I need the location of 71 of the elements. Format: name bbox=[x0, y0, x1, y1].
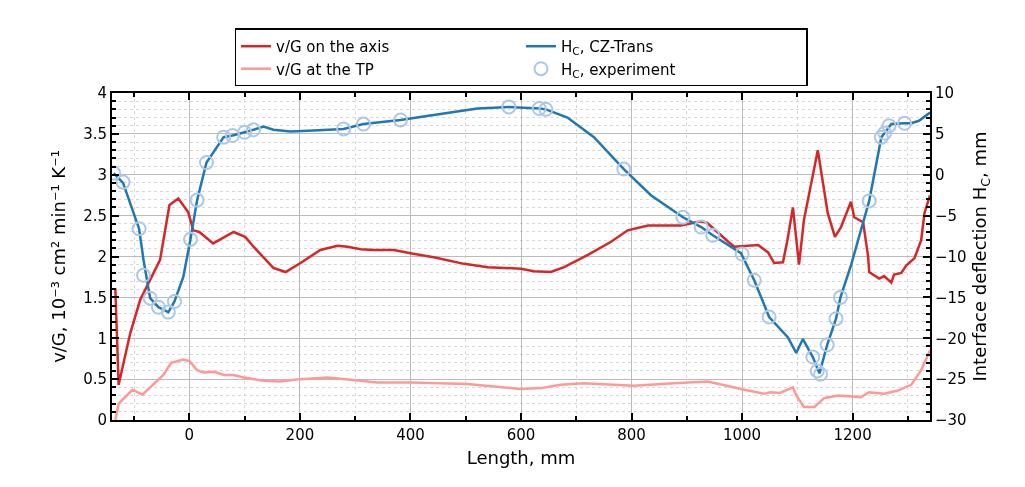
y-axis-title: v/G, 10⁻³ cm² min⁻¹ K⁻¹ bbox=[48, 150, 69, 363]
point bbox=[693, 219, 709, 235]
y-tick-label: 0 bbox=[97, 411, 107, 430]
point bbox=[199, 154, 215, 170]
x-tick-label: 800 bbox=[617, 426, 646, 444]
legend-label: H$_{C}$, experiment bbox=[561, 60, 676, 80]
point bbox=[150, 299, 166, 315]
x-tick-label: 1200 bbox=[833, 426, 872, 444]
point bbox=[861, 193, 877, 209]
point bbox=[705, 227, 721, 243]
point bbox=[131, 221, 147, 237]
point bbox=[832, 289, 848, 305]
point bbox=[355, 116, 371, 132]
point bbox=[189, 192, 205, 208]
point bbox=[761, 309, 777, 325]
point bbox=[897, 115, 913, 131]
y2-tick-label: 5 bbox=[935, 125, 945, 144]
x-tick-label: 0 bbox=[184, 426, 195, 444]
x-tick-label: 600 bbox=[506, 426, 536, 444]
line-series bbox=[114, 148, 930, 387]
point bbox=[809, 363, 825, 379]
legend-label: v/G on the axis bbox=[276, 38, 390, 57]
point bbox=[538, 101, 554, 117]
point bbox=[160, 304, 176, 320]
line-series bbox=[114, 349, 930, 420]
y-tick-label: 4 bbox=[97, 84, 107, 103]
point bbox=[675, 209, 691, 225]
point bbox=[246, 122, 261, 138]
x-tick-label: 200 bbox=[285, 426, 315, 444]
x-tick-label: 1000 bbox=[722, 426, 762, 444]
point bbox=[216, 129, 232, 145]
y-tick-label: 1 bbox=[97, 329, 107, 348]
point bbox=[734, 246, 750, 262]
y2-tick-label: −20 bbox=[935, 329, 967, 348]
point bbox=[336, 121, 352, 137]
point bbox=[225, 128, 240, 143]
point bbox=[501, 99, 517, 115]
point bbox=[142, 290, 158, 306]
y-tick-label: 0.5 bbox=[83, 370, 107, 389]
point bbox=[115, 174, 131, 190]
y2-tick-label: 10 bbox=[935, 84, 955, 103]
point bbox=[828, 311, 844, 327]
point bbox=[881, 118, 897, 134]
y-tick-label: 2 bbox=[97, 247, 107, 266]
point bbox=[531, 101, 547, 117]
point bbox=[136, 267, 151, 283]
point bbox=[877, 125, 893, 141]
point bbox=[873, 129, 889, 145]
point bbox=[166, 293, 182, 309]
point bbox=[813, 366, 829, 382]
y2-tick-label: −25 bbox=[935, 370, 967, 389]
point bbox=[393, 112, 409, 128]
legend-label: H$_{C}$, CZ-Trans bbox=[561, 38, 654, 58]
point bbox=[805, 349, 821, 365]
y2-tick-label: 0 bbox=[935, 166, 945, 184]
point bbox=[819, 337, 835, 353]
x-tick-label: 400 bbox=[396, 426, 425, 444]
x-axis-title: Length, mm bbox=[466, 446, 576, 468]
point bbox=[237, 124, 253, 140]
y2-tick-label: −5 bbox=[935, 206, 958, 225]
point bbox=[746, 272, 762, 288]
y-tick-label: 2.5 bbox=[83, 206, 107, 225]
y-tick-label: 1.5 bbox=[83, 288, 107, 307]
y2-tick-label: −30 bbox=[935, 411, 967, 430]
point bbox=[182, 231, 198, 247]
legend-label: v/G at the TP bbox=[276, 60, 374, 79]
point bbox=[616, 161, 632, 177]
y-tick-label: 3 bbox=[97, 166, 107, 184]
y2-tick-label: −15 bbox=[935, 288, 967, 307]
y-tick-label: 3.5 bbox=[83, 125, 107, 144]
y2-tick-label: −10 bbox=[935, 247, 967, 266]
